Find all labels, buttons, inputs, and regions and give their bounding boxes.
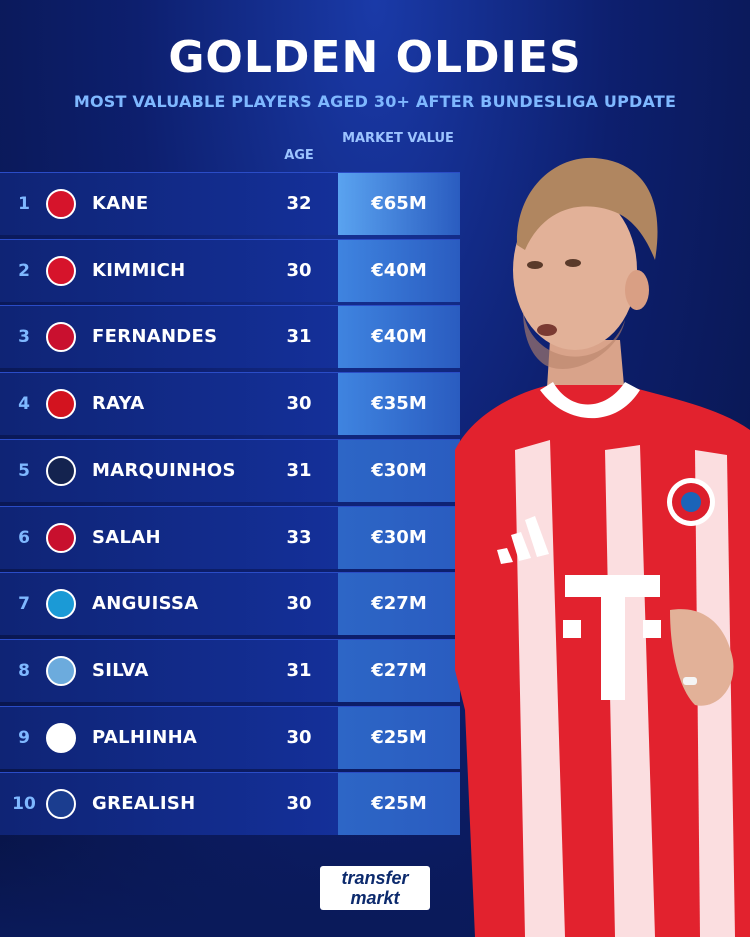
everton-crest-icon bbox=[46, 789, 76, 819]
psg-crest-icon bbox=[46, 456, 76, 486]
player-age: 32 bbox=[286, 193, 312, 214]
player-age: 31 bbox=[286, 460, 312, 481]
player-market-value: €27M bbox=[338, 640, 460, 702]
player-age: 31 bbox=[286, 660, 312, 681]
row-rank: 7 bbox=[18, 594, 30, 614]
player-market-value: €65M bbox=[338, 173, 460, 235]
player-market-value: €30M bbox=[338, 507, 460, 569]
page-subtitle: MOST VALUABLE PLAYERS AGED 30+ AFTER BUN… bbox=[73, 92, 677, 111]
row-rank: 10 bbox=[12, 794, 36, 814]
player-age: 30 bbox=[286, 393, 312, 414]
player-market-value: €25M bbox=[338, 707, 460, 769]
player-name: KANE bbox=[92, 193, 149, 214]
player-market-value: €40M bbox=[338, 240, 460, 302]
player-market-value: €35M bbox=[338, 373, 460, 435]
column-header-market-value: MARKET VALUE bbox=[342, 131, 454, 146]
player-age: 33 bbox=[286, 527, 312, 548]
table-row: 6 SALAH 33 €30M bbox=[0, 506, 460, 569]
column-header-age: AGE bbox=[284, 148, 314, 163]
table-row: 7 ANGUISSA 30 €27M bbox=[0, 572, 460, 635]
table-row: 1 KANE 32 €65M bbox=[0, 172, 460, 235]
napoli-crest-icon bbox=[46, 589, 76, 619]
player-market-value: €30M bbox=[338, 440, 460, 502]
player-name: SALAH bbox=[92, 527, 161, 548]
table-row: 3 FERNANDES 31 €40M bbox=[0, 305, 460, 368]
man-utd-crest-icon bbox=[46, 322, 76, 352]
player-market-value: €40M bbox=[338, 306, 460, 368]
table-row: 4 RAYA 30 €35M bbox=[0, 372, 460, 435]
player-name: PALHINHA bbox=[92, 727, 198, 748]
player-photo bbox=[455, 157, 750, 937]
player-market-value: €27M bbox=[338, 573, 460, 635]
player-age: 30 bbox=[286, 593, 312, 614]
row-rank: 3 bbox=[18, 327, 30, 347]
row-rank: 2 bbox=[18, 261, 30, 281]
player-name: ANGUISSA bbox=[92, 593, 199, 614]
row-rank: 4 bbox=[18, 394, 30, 414]
row-rank: 5 bbox=[18, 461, 30, 481]
player-age: 31 bbox=[286, 326, 312, 347]
table-row: 8 SILVA 31 €27M bbox=[0, 639, 460, 702]
bayern-crest-icon bbox=[46, 189, 76, 219]
player-age: 30 bbox=[286, 727, 312, 748]
player-age: 30 bbox=[286, 260, 312, 281]
row-rank: 9 bbox=[18, 728, 30, 748]
player-name: SILVA bbox=[92, 660, 149, 681]
player-name: MARQUINHOS bbox=[92, 460, 236, 481]
bayern-crest-icon bbox=[46, 256, 76, 286]
player-market-value: €25M bbox=[338, 773, 460, 835]
page-title: GOLDEN OLDIES bbox=[168, 32, 582, 83]
arsenal-crest-icon bbox=[46, 389, 76, 419]
man-city-crest-icon bbox=[46, 656, 76, 686]
player-age: 30 bbox=[286, 793, 312, 814]
row-rank: 8 bbox=[18, 661, 30, 681]
table-row: 5 MARQUINHOS 31 €30M bbox=[0, 439, 460, 502]
liverpool-crest-icon bbox=[46, 523, 76, 553]
player-name: KIMMICH bbox=[92, 260, 186, 281]
player-name: GREALISH bbox=[92, 793, 196, 814]
table-row: 10 GREALISH 30 €25M bbox=[0, 772, 460, 835]
table-row: 9 PALHINHA 30 €25M bbox=[0, 706, 460, 769]
table-row: 2 KIMMICH 30 €40M bbox=[0, 239, 460, 302]
player-name: FERNANDES bbox=[92, 326, 218, 347]
tottenham-crest-icon bbox=[46, 723, 76, 753]
transfermarkt-logo: transfer markt bbox=[320, 866, 430, 910]
player-name: RAYA bbox=[92, 393, 145, 414]
row-rank: 6 bbox=[18, 528, 30, 548]
row-rank: 1 bbox=[18, 194, 30, 214]
